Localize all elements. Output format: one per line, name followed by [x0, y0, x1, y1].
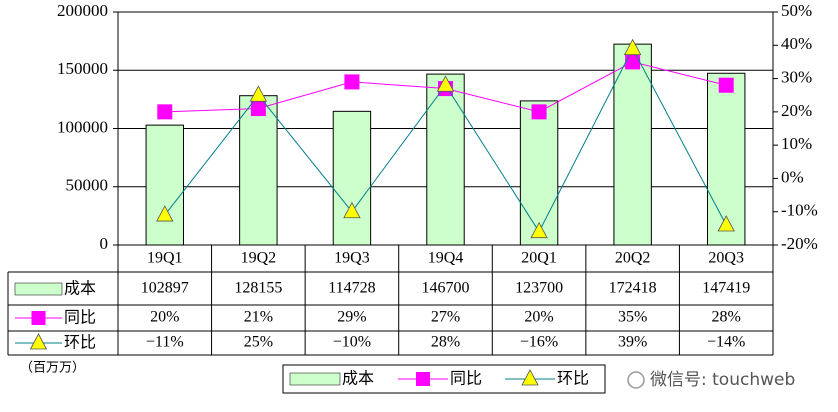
y2-tick-label: 40% [781, 34, 812, 53]
legend-marker [416, 372, 430, 386]
bar [145, 124, 184, 246]
x-tick-label: 19Q2 [241, 250, 277, 267]
table-cell: 29% [337, 309, 366, 326]
bar [426, 73, 465, 246]
row-header: 同比 [64, 308, 96, 327]
bar [613, 43, 652, 246]
table-cell: −10% [333, 334, 371, 351]
y-tick-label: 0 [100, 234, 109, 253]
point [530, 221, 548, 239]
table-cell: 27% [431, 309, 460, 326]
y2-tick-label: 50% [781, 1, 812, 20]
x-tick-label: 19Q1 [147, 250, 183, 267]
table-cell: 114728 [328, 280, 375, 297]
table-cell: −11% [146, 334, 184, 351]
legend-swatch [14, 282, 63, 296]
table-cell: −14% [707, 334, 745, 351]
point [717, 215, 735, 232]
table-cell: 146700 [422, 280, 470, 297]
table-cell: 20% [150, 309, 179, 326]
unit-note: （百万万） [20, 361, 85, 376]
point [249, 85, 268, 102]
point [157, 104, 173, 120]
table-cell: 21% [244, 309, 273, 326]
y2-tick-label: 10% [781, 134, 812, 153]
y-tick-label: 100000 [57, 117, 108, 136]
table-cell: 172418 [609, 280, 657, 297]
y2-tick-label: 0% [781, 167, 804, 186]
x-tick-label: 19Q4 [428, 250, 464, 267]
legend-marker [521, 369, 539, 386]
table-cell: 20% [524, 309, 553, 326]
table-cell: 102897 [141, 280, 189, 297]
x-tick-label: 19Q3 [334, 250, 370, 267]
table-cell: 28% [712, 309, 741, 326]
table-cell: 28% [431, 334, 460, 351]
table-cell: −16% [520, 334, 558, 351]
table-cell: 39% [618, 334, 647, 351]
point [343, 201, 361, 219]
y2-tick-label: 30% [781, 67, 812, 86]
table-cell: 128155 [234, 280, 282, 297]
bar [239, 95, 278, 246]
legend-marker [31, 311, 46, 325]
point [344, 74, 360, 90]
table-cell: 35% [618, 309, 647, 326]
y-tick-label: 150000 [57, 59, 108, 78]
point [250, 101, 266, 117]
bar [519, 100, 559, 246]
point [156, 205, 174, 222]
row-header: 成本 [64, 279, 96, 298]
legend-label: 环比 [557, 369, 589, 388]
point [718, 77, 734, 93]
watermark: 微信号: touchweb [650, 370, 795, 390]
x-tick-label: 20Q3 [708, 250, 744, 267]
bar [332, 110, 372, 246]
y2-tick-label: 20% [781, 101, 812, 120]
table-cell: 25% [244, 334, 273, 351]
watermark-icon [627, 371, 645, 389]
x-tick-label: 20Q2 [615, 250, 651, 267]
x-tick-label: 20Q1 [521, 250, 557, 267]
table-cell: 123700 [515, 280, 563, 297]
y-tick-label: 200000 [57, 1, 108, 20]
point [623, 38, 642, 56]
row-header: 环比 [64, 333, 96, 352]
legend-label: 同比 [450, 369, 482, 388]
point [531, 104, 547, 120]
legend-label: 成本 [342, 369, 374, 388]
y2-tick-label: -10% [781, 201, 818, 220]
legend-swatch [289, 372, 341, 386]
table-cell: 147419 [702, 280, 750, 297]
legend-marker [29, 333, 48, 350]
y-tick-label: 50000 [66, 176, 109, 195]
point [436, 75, 455, 92]
y2-tick-label: -20% [781, 234, 818, 253]
